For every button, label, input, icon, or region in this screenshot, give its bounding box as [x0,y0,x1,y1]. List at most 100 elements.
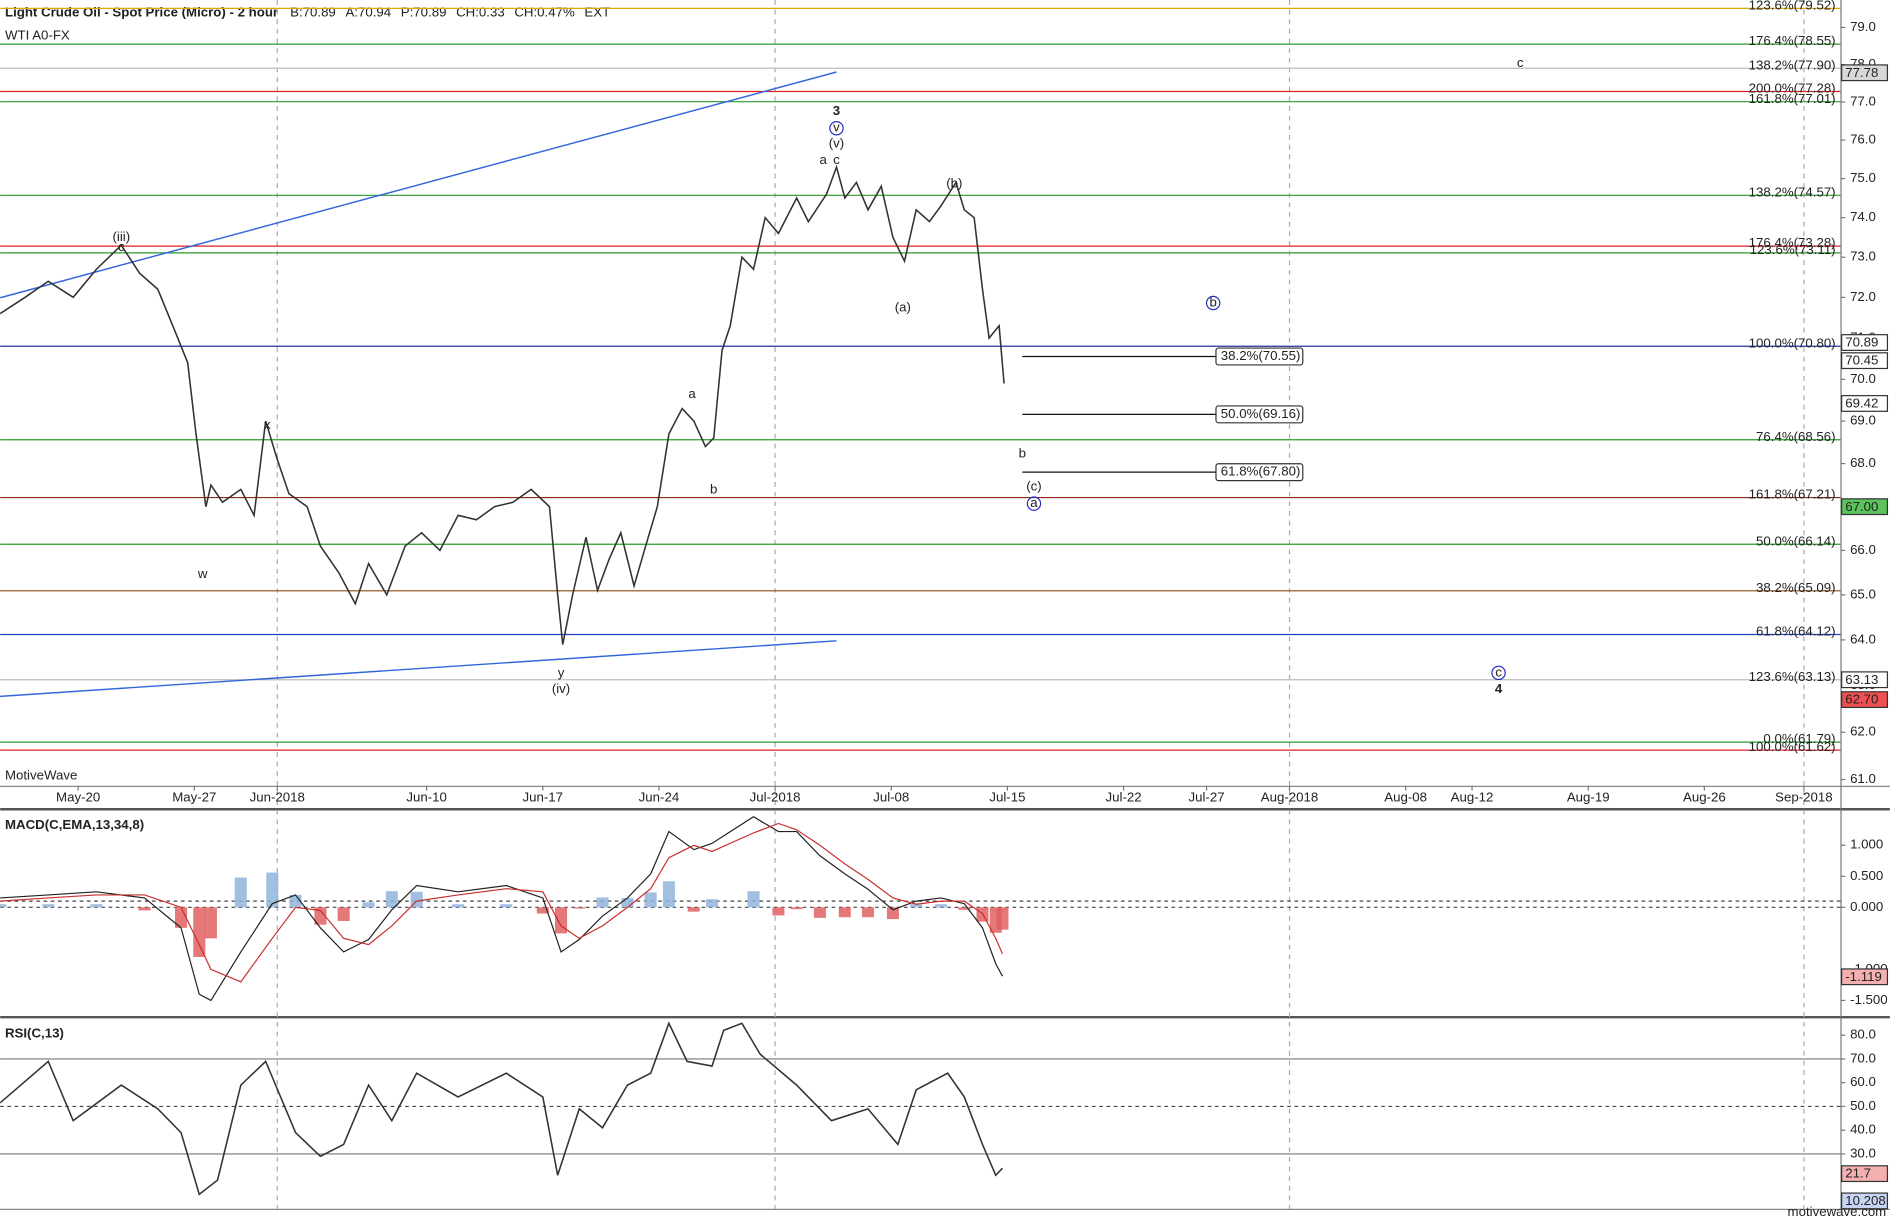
y-tick-label: 40.0 [1850,1122,1876,1137]
histogram-bar [337,907,350,921]
y-tick-label: -1.500 [1850,992,1888,1007]
histogram-bar [706,899,719,908]
histogram-bar [772,907,785,916]
y-tick-label: 30.0 [1850,1145,1876,1160]
price-tag-label: 63.13 [1845,672,1878,687]
price-tag-label: 69.42 [1845,396,1878,411]
histogram-bar [42,904,55,908]
histogram-bar [813,907,826,918]
level-label: 176.4%(73.28) [1749,235,1836,250]
wave-label: c [118,239,125,254]
histogram-bar [204,907,217,939]
wave-label: b [710,482,717,497]
x-tick-label: May-20 [56,789,100,804]
y-tick-label: 64.0 [1850,631,1876,646]
level-label: 176.4%(78.55) [1749,33,1836,48]
histogram-bar [935,904,948,908]
y-tick-label: 0.500 [1850,868,1883,883]
level-label: 0.0%(61.79) [1763,731,1835,746]
y-tick-label: 76.0 [1850,132,1876,147]
x-tick-label: Jun-24 [639,789,680,804]
y-tick-label: 66.0 [1850,542,1876,557]
quote-field: EXT [584,5,610,20]
histogram-bar [266,872,279,908]
wave-label: 3 [833,103,840,118]
y-tick-label: 70.0 [1850,371,1876,386]
price-tag-label: 62.70 [1845,692,1878,707]
level-label: 200.0%(77.28) [1749,81,1836,96]
price-tag-label: 77.78 [1845,65,1878,80]
wave-label: (v) [829,135,844,150]
price-tag-label: 70.89 [1845,335,1878,350]
price-tag-label: 10.208 [1845,1193,1886,1208]
y-tick-label: 72.0 [1850,289,1876,304]
histogram-bar [452,904,465,908]
wave-label: a [820,152,828,167]
histogram-bar [621,898,634,908]
quote-field: B:70.89 [290,5,336,20]
price-tag-label: 70.45 [1845,353,1878,368]
level-label: 138.2%(77.90) [1749,57,1836,72]
wave-label: (c) [1026,478,1041,493]
histogram-bar [958,907,971,910]
wave-label: (a) [895,299,911,314]
quote-field: CH:0.33 [456,5,505,20]
chart-subtitle: WTI A0-FX [5,28,70,43]
histogram-bar [385,891,398,908]
y-tick-label: 50.0 [1850,1098,1876,1113]
wave-label: c [833,152,840,167]
level-label: 50.0%(66.14) [1756,533,1836,548]
histogram-bar [996,907,1009,930]
retracement-label: 61.8%(67.80) [1221,464,1301,479]
wave-label: b [1209,295,1216,310]
wave-label: x [264,417,271,432]
x-tick-label: Aug-12 [1451,789,1494,804]
level-label: 161.8%(77.01) [1749,91,1836,106]
x-tick-label: Aug-08 [1384,789,1427,804]
histogram-bar [555,907,568,934]
trend-line [0,71,837,299]
histogram-bar [886,907,899,920]
wave-circle [1491,665,1506,681]
y-tick-label: 74.0 [1850,209,1876,224]
level-label: 76.4%(68.56) [1756,429,1836,444]
quote-field: P:70.89 [401,5,447,20]
histogram-bar [138,907,151,911]
x-tick-label: May-27 [172,789,216,804]
series-line [0,822,1004,983]
wave-label: y [558,665,565,680]
level-label: 123.6%(63.13) [1749,669,1836,684]
price-tag [1841,352,1889,370]
x-tick-label: Jun-2018 [250,789,305,804]
price-tag [1841,1165,1889,1183]
y-tick-label: 77.0 [1850,94,1876,109]
retracement-box [1215,405,1304,424]
x-tick-label: Aug-26 [1683,789,1726,804]
series-line [0,816,1004,1002]
price-tag-label: 67.00 [1845,499,1878,514]
wave-circle [1205,295,1221,311]
x-tick-label: Jun-10 [406,789,447,804]
level-label: 123.6%(79.52) [1749,0,1836,12]
y-tick-label: 73.0 [1850,249,1876,264]
histogram-bar [644,892,657,908]
wave-label: a [1030,495,1038,510]
price-tag [1841,395,1889,412]
retracement-label: 38.2%(70.55) [1221,348,1301,363]
retracement-label: 50.0%(69.16) [1221,406,1301,421]
level-label: 61.8%(64.12) [1756,624,1836,639]
price-tag [1841,334,1889,351]
wave-label: v [833,120,840,135]
wave-label: 4 [1495,681,1503,696]
quote-field: A:70.94 [345,5,391,20]
trend-line [0,640,837,698]
x-tick-label: Sep-2018 [1775,789,1832,804]
price-tag [1841,968,1889,986]
wave-circle [1026,496,1042,511]
series-line [0,1021,1004,1196]
price-tag-label: 21.7 [1845,1166,1871,1181]
